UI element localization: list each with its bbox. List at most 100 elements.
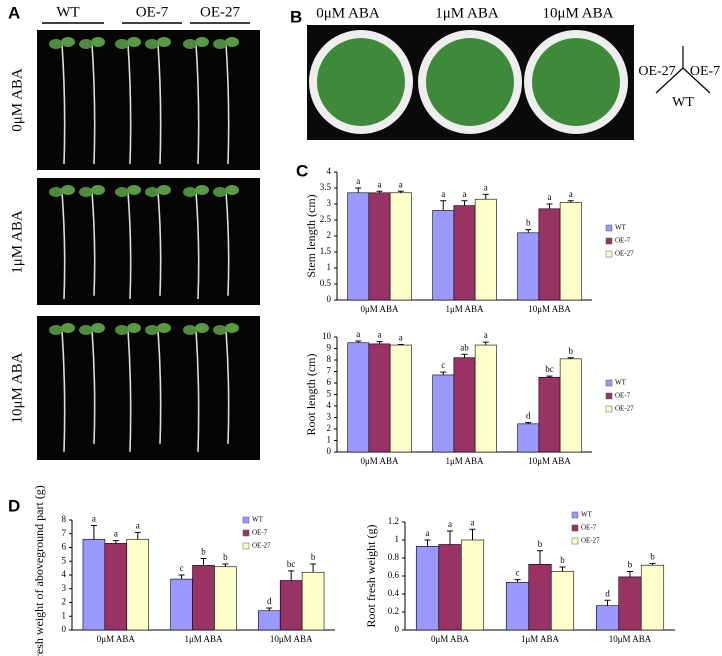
leaf — [183, 39, 197, 49]
bar — [192, 565, 215, 631]
bar — [214, 566, 237, 631]
leaf — [145, 187, 159, 197]
legend-label: WT — [615, 224, 627, 232]
bar — [438, 544, 462, 631]
error-bar — [266, 607, 273, 611]
error-bar — [424, 539, 431, 547]
error-bar — [559, 566, 566, 572]
bar — [559, 202, 582, 301]
significance-letter: c — [516, 568, 520, 578]
leaf — [91, 323, 105, 333]
error-bar — [567, 200, 574, 203]
bar — [368, 192, 391, 301]
legend-label: OE-7 — [615, 392, 631, 400]
error-bar — [376, 341, 383, 344]
error-bar — [567, 357, 574, 359]
leaf — [61, 185, 75, 195]
leaf — [225, 323, 239, 333]
bar — [104, 543, 128, 631]
bar — [550, 571, 575, 631]
error-bar — [397, 190, 404, 193]
error-bar — [440, 371, 447, 375]
x-tick-label: 0μM ABA — [97, 634, 136, 644]
leaf — [79, 187, 93, 197]
legend-label: OE-27 — [581, 537, 600, 545]
leaf — [225, 37, 239, 47]
significance-letter: a — [356, 329, 360, 339]
y-tick-label: 4 — [327, 400, 332, 410]
y-tick-label: 7 — [327, 366, 332, 376]
x-tick-label: 10μM ABA — [270, 634, 313, 644]
legend-swatch — [605, 405, 613, 413]
significance-letter: a — [484, 330, 488, 340]
seedling-stem — [61, 329, 66, 452]
y-tick-label: 10 — [322, 331, 332, 341]
significance-letter: a — [484, 182, 488, 192]
legend-label: OE-7 — [615, 237, 631, 245]
seedling-stem — [127, 191, 132, 300]
significance-letter: a — [471, 517, 475, 527]
y-tick-label: 0.8 — [388, 552, 400, 562]
seedling-stem — [127, 43, 132, 165]
diagram-label: OE-27 — [638, 64, 675, 79]
y-tick-label: 8 — [62, 514, 67, 524]
error-bar — [222, 563, 229, 567]
y-tick-label: 3 — [62, 583, 67, 593]
y-tick-label: 1 — [327, 262, 332, 272]
x-tick-label: 10μM ABA — [609, 634, 652, 644]
legend-label: WT — [615, 379, 627, 387]
leaf — [225, 185, 239, 195]
y-tick-label: 2 — [327, 230, 332, 240]
legend-swatch — [605, 250, 613, 258]
error-bar — [482, 193, 489, 200]
leaf — [213, 187, 227, 197]
error-bar — [447, 530, 453, 545]
y-tick-label: 5 — [327, 389, 332, 399]
significance-letter: a — [378, 179, 382, 189]
y-tick-label: 0 — [62, 624, 67, 634]
y-tick-label: 6 — [327, 377, 332, 387]
significance-letter: b — [569, 346, 574, 356]
seedling-stem — [195, 329, 200, 452]
y-tick-label: 0.4 — [388, 588, 400, 598]
bar — [126, 538, 150, 631]
leaf — [157, 323, 171, 333]
diagram-lines — [655, 46, 711, 94]
significance-letter: ab — [460, 342, 469, 352]
panel-label: B — [290, 7, 302, 26]
error-bar — [200, 558, 207, 566]
chart: 0 0.5 1 1.5 2 2.5 3 3.5 4 Stem length (cm) 0μM ABA… — [304, 166, 634, 314]
x-tick-label: 1μM ABA — [184, 634, 223, 644]
significance-letter: d — [605, 588, 610, 598]
leaf — [79, 325, 93, 335]
column-label: 1μM ABA — [435, 5, 499, 21]
significance-letter: bc — [545, 364, 554, 374]
y-tick-label: 0 — [327, 446, 332, 456]
x-tick-label: 0μM ABA — [360, 304, 399, 314]
significance-letter: b — [650, 551, 655, 561]
photo — [37, 316, 260, 460]
bar — [517, 423, 540, 453]
leaf — [115, 39, 129, 49]
y-tick-label: 4 — [327, 166, 332, 176]
leaf — [183, 325, 197, 335]
x-tick-label: 10μM ABA — [528, 304, 571, 314]
seedling-stem — [61, 43, 66, 165]
legend-swatch — [605, 379, 613, 387]
chart: 01 23 45 67 89 10 Root length (cm) 0μM ABA 1μM A… — [304, 329, 634, 466]
panel-label: C — [296, 161, 308, 180]
bar — [460, 539, 485, 631]
leaf — [183, 187, 197, 197]
seedling-stem — [157, 43, 162, 165]
significance-letter: a — [399, 179, 403, 189]
bar — [538, 208, 561, 301]
bar — [347, 192, 370, 301]
row-label: 0μM ABA — [9, 68, 25, 132]
leaf — [49, 39, 63, 49]
x-tick-label: 0μM ABA — [360, 456, 399, 466]
legend-label: OE-27 — [615, 405, 634, 413]
leaf — [195, 323, 209, 333]
legend-swatch — [571, 524, 579, 532]
legend-swatch — [605, 237, 613, 245]
bar — [257, 610, 281, 631]
